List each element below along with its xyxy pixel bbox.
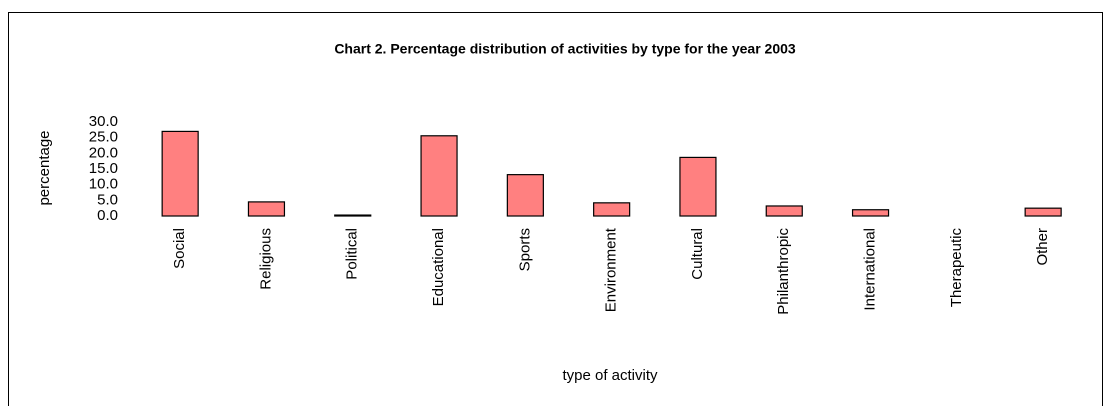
x-tick-label: Political	[344, 228, 361, 280]
y-tick-label: 25.0	[89, 129, 118, 146]
chart-title: Chart 2. Percentage distribution of acti…	[334, 41, 796, 57]
x-tick-label: Cultural	[689, 228, 706, 280]
y-tick-label: 10.0	[89, 176, 118, 193]
bar	[334, 214, 372, 217]
bar	[851, 209, 890, 217]
x-axis-label: type of activity	[562, 367, 658, 384]
x-tick-label: Sports	[516, 228, 533, 271]
x-tick-label: Educational	[430, 228, 447, 306]
y-tick-label: 5.0	[97, 191, 118, 208]
x-tick-label: Philanthropic	[775, 228, 792, 315]
x-tick-label: Religious	[257, 228, 274, 290]
bar	[679, 156, 717, 217]
bar	[1024, 207, 1062, 217]
y-tick-label: 30.0	[89, 113, 118, 130]
y-axis-label: percentage	[36, 130, 53, 205]
x-tick-label: International	[862, 228, 879, 311]
bar	[161, 130, 199, 217]
bar	[506, 174, 544, 217]
x-tick-label: Other	[1034, 228, 1051, 266]
bar	[593, 202, 631, 217]
bar	[420, 135, 458, 217]
x-tick-label: Environment	[603, 227, 620, 312]
y-tick-label: 20.0	[89, 144, 118, 161]
x-tick-label: Therapeutic	[948, 228, 965, 308]
x-tick-label: Social	[171, 228, 188, 269]
bar	[247, 201, 286, 217]
y-tick-label: 0.0	[97, 207, 118, 224]
y-tick-label: 15.0	[89, 160, 118, 177]
bar	[765, 205, 803, 217]
